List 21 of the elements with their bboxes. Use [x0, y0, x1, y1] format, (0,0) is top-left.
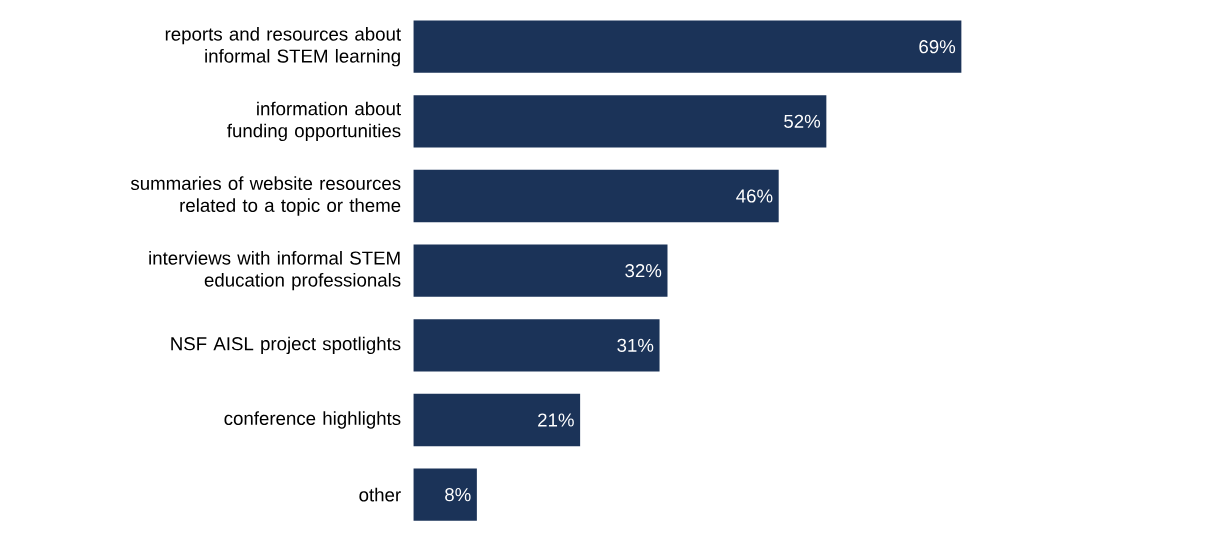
data-label: 32%	[625, 263, 662, 278]
bar	[413, 393, 581, 446]
y-tick-label: conference highlights	[224, 411, 401, 429]
bar	[413, 169, 779, 222]
bar	[413, 20, 962, 73]
y-tick-label: summaries of website resources related to a topic or theme	[130, 176, 401, 216]
y-tick-label: NSF AISL project spotlights	[171, 336, 401, 354]
bar	[413, 319, 660, 372]
data-label: 46%	[736, 189, 773, 203]
data-label: 31%	[617, 338, 654, 352]
data-label: 69%	[919, 39, 956, 54]
data-label: 8%	[445, 487, 471, 502]
y-tick-label: other	[359, 487, 401, 502]
bar	[413, 244, 668, 297]
bar	[413, 95, 827, 148]
y-tick-label: interviews with informal STEM education professionals	[149, 250, 401, 291]
data-label: 21%	[538, 413, 574, 427]
bar	[413, 468, 477, 521]
y-tick-label: reports and resources about informal STEM learning	[165, 26, 401, 67]
y-tick-label: information about funding opportunities	[227, 101, 401, 141]
data-label: 52%	[784, 114, 821, 128]
